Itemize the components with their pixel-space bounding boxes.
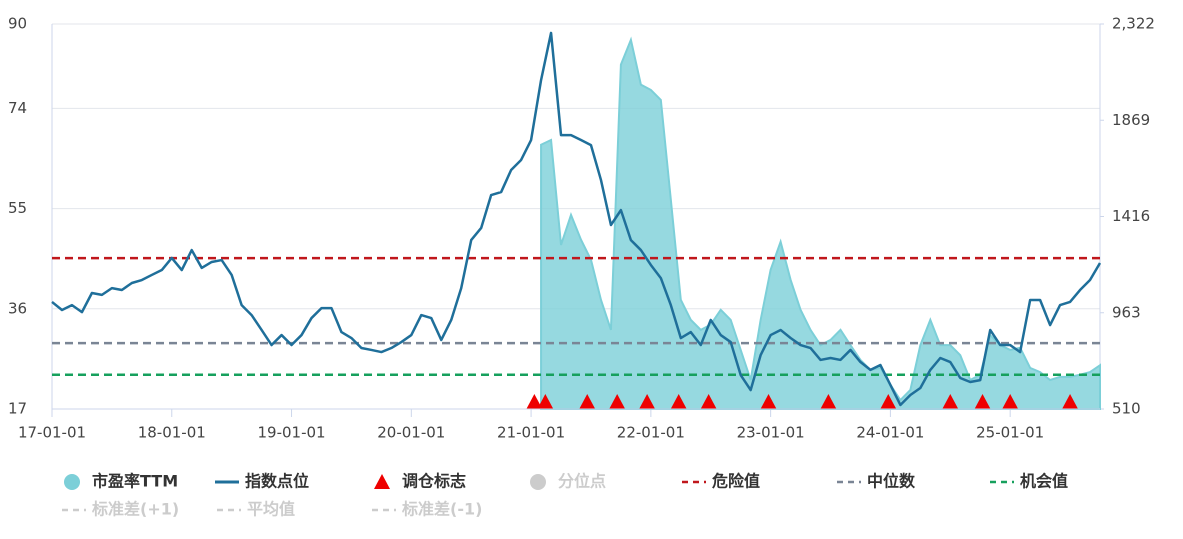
- y2-tick-label: 2,322: [1112, 15, 1155, 33]
- y-tick-label: 17: [8, 400, 27, 418]
- rebalance-marker: [700, 394, 717, 409]
- legend-symbol: [530, 474, 546, 490]
- legend-label: 调仓标志: [402, 472, 466, 491]
- rebalance-marker: [579, 394, 596, 409]
- y-tick-label: 90: [8, 15, 27, 33]
- x-tick-label: 21-01-01: [497, 424, 565, 442]
- x-tick-label: 18-01-01: [138, 424, 206, 442]
- legend-symbol: [64, 474, 80, 490]
- x-tick-label: 24-01-01: [856, 424, 924, 442]
- index-line: [51, 31, 1102, 407]
- rebalance-marker: [1062, 394, 1079, 409]
- legend-label: 指数点位: [245, 472, 309, 491]
- y2-tick-label: 1416: [1112, 207, 1150, 225]
- legend-symbol: [374, 474, 390, 489]
- legend-label: 危险值: [712, 472, 760, 491]
- x-tick-label: 25-01-01: [976, 424, 1044, 442]
- x-tick-label: 19-01-01: [257, 424, 325, 442]
- rebalance-marker: [942, 394, 959, 409]
- rebalance-marker: [537, 394, 554, 409]
- legend-label: 标准差(+1): [91, 500, 179, 519]
- y2-tick-label: 963: [1112, 303, 1141, 321]
- y-tick-label: 74: [8, 99, 27, 117]
- legend-label: 标准差(-1): [401, 500, 482, 519]
- legend-label: 分位点: [558, 472, 606, 491]
- rebalance-marker: [974, 394, 991, 409]
- y-tick-label: 55: [8, 199, 27, 217]
- y-tick-label: 36: [8, 299, 27, 317]
- rebalance-marker: [639, 394, 656, 409]
- rebalance-marker: [880, 394, 897, 409]
- rebalance-marker: [526, 394, 543, 409]
- y2-tick-label: 510: [1112, 400, 1141, 418]
- rebalance-marker: [1002, 394, 1019, 409]
- rebalance-marker: [760, 394, 777, 409]
- rebalance-marker: [820, 394, 837, 409]
- legend-label: 市盈率TTM: [92, 472, 178, 491]
- x-tick-label: 20-01-01: [377, 424, 445, 442]
- x-tick-label: 23-01-01: [737, 424, 805, 442]
- legend-label: 中位数: [867, 472, 916, 491]
- rebalance-marker: [670, 394, 687, 409]
- x-tick-label: 22-01-01: [617, 424, 685, 442]
- rebalance-marker: [609, 394, 626, 409]
- legend-label: 平均值: [247, 500, 295, 519]
- x-tick-label: 17-01-01: [18, 424, 86, 442]
- y2-tick-label: 1869: [1112, 111, 1150, 129]
- legend-label: 机会值: [1020, 472, 1068, 491]
